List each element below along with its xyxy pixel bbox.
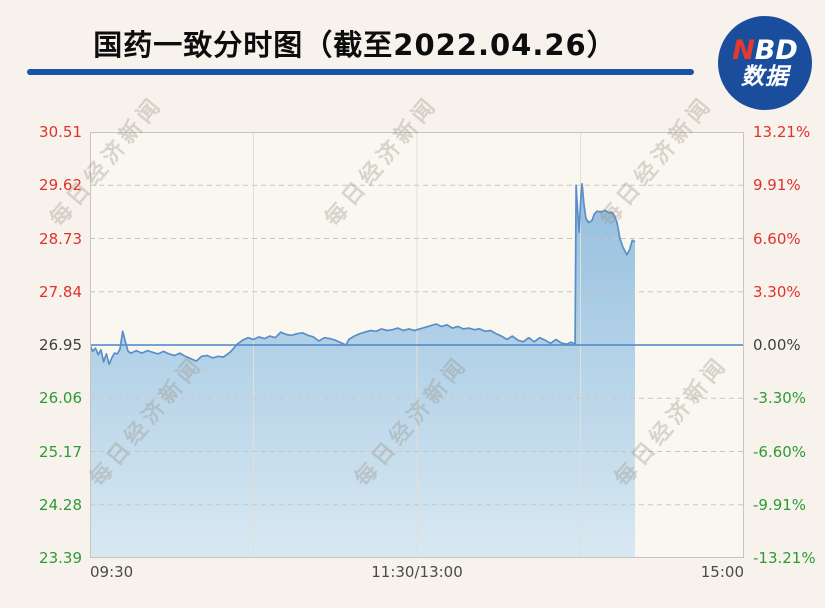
price-tick-label: 26.06 bbox=[39, 389, 82, 408]
percent-tick-label: -3.30% bbox=[753, 389, 807, 408]
title-underline bbox=[27, 69, 694, 75]
percent-tick-label: 0.00% bbox=[753, 336, 801, 354]
percent-tick-label: 9.91% bbox=[753, 176, 801, 195]
nbd-logo-sub: 数据 bbox=[741, 64, 789, 91]
intraday-chart bbox=[90, 132, 744, 558]
percent-tick-label: -9.91% bbox=[753, 495, 807, 514]
plot-area bbox=[90, 132, 744, 558]
price-tick-label: 23.39 bbox=[39, 549, 82, 567]
time-tick-label: 09:30 bbox=[90, 563, 134, 581]
nbd-logo: NBD 数据 bbox=[718, 16, 812, 110]
time-tick-label: 11:30/13:00 bbox=[371, 563, 463, 581]
price-tick-label: 26.95 bbox=[39, 336, 82, 354]
price-line bbox=[90, 182, 636, 366]
price-tick-label: 24.28 bbox=[39, 495, 82, 514]
nbd-logo-n: N bbox=[732, 34, 755, 66]
price-tick-label: 27.84 bbox=[39, 282, 82, 301]
percent-tick-label: -6.60% bbox=[753, 442, 807, 461]
price-tick-label: 28.73 bbox=[39, 229, 82, 248]
time-tick-label: 15:00 bbox=[700, 563, 744, 581]
percent-tick-label: -13.21% bbox=[753, 549, 816, 567]
page-title: 国药一致分时图（截至2022.04.26） bbox=[93, 28, 617, 62]
nbd-logo-text: NBD bbox=[732, 34, 798, 66]
price-tick-label: 30.51 bbox=[39, 123, 82, 141]
nbd-logo-bd: BD bbox=[754, 34, 798, 66]
percent-tick-label: 6.60% bbox=[753, 229, 801, 248]
price-tick-label: 25.17 bbox=[39, 442, 82, 461]
percent-tick-label: 13.21% bbox=[753, 123, 811, 141]
percent-tick-label: 3.30% bbox=[753, 282, 801, 301]
price-tick-label: 29.62 bbox=[39, 176, 82, 195]
area-fill bbox=[90, 183, 635, 558]
plot-border bbox=[90, 132, 744, 558]
